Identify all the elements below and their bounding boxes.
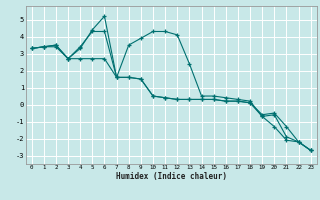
X-axis label: Humidex (Indice chaleur): Humidex (Indice chaleur) (116, 172, 227, 181)
